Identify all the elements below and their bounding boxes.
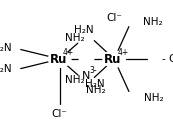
Text: H₂N: H₂N <box>0 43 11 53</box>
Text: 4+: 4+ <box>63 48 74 57</box>
Text: N: N <box>82 71 91 81</box>
Circle shape <box>79 54 94 64</box>
Text: Ru: Ru <box>104 53 121 66</box>
Text: Cl⁻: Cl⁻ <box>52 109 68 119</box>
Text: H₂N: H₂N <box>85 79 104 89</box>
Text: Ru: Ru <box>50 53 67 66</box>
Text: NH₂: NH₂ <box>143 17 162 27</box>
Text: - Cl⁻: - Cl⁻ <box>162 54 173 64</box>
Text: 4+: 4+ <box>117 48 129 57</box>
Text: H₂N: H₂N <box>74 26 93 35</box>
Text: NH₂: NH₂ <box>65 33 84 43</box>
Circle shape <box>103 51 125 67</box>
Text: H₂N: H₂N <box>0 64 11 74</box>
Text: 3-: 3- <box>90 66 97 75</box>
Text: NH₂: NH₂ <box>144 93 163 103</box>
Text: NH₂: NH₂ <box>86 85 106 95</box>
Text: Cl⁻: Cl⁻ <box>106 13 122 23</box>
Text: NH₂: NH₂ <box>65 75 85 85</box>
Circle shape <box>48 51 71 67</box>
